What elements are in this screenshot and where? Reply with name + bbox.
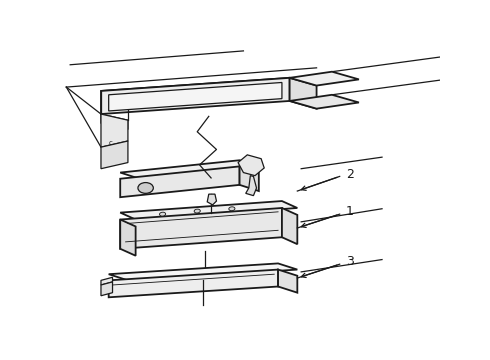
Polygon shape <box>101 141 128 169</box>
Polygon shape <box>109 264 297 280</box>
Text: c: c <box>108 140 112 146</box>
Polygon shape <box>120 166 240 197</box>
Polygon shape <box>101 78 290 114</box>
Text: 3: 3 <box>346 255 354 268</box>
Ellipse shape <box>194 209 200 213</box>
Text: 2: 2 <box>346 168 354 181</box>
Polygon shape <box>290 78 317 109</box>
Polygon shape <box>101 282 113 296</box>
Polygon shape <box>109 82 282 111</box>
Polygon shape <box>101 277 113 285</box>
Ellipse shape <box>229 207 235 211</box>
Polygon shape <box>207 194 217 205</box>
Polygon shape <box>109 270 278 297</box>
Polygon shape <box>120 220 136 256</box>
Polygon shape <box>120 201 297 220</box>
Polygon shape <box>101 114 128 130</box>
Polygon shape <box>238 155 264 176</box>
Ellipse shape <box>138 183 153 193</box>
Polygon shape <box>290 72 359 86</box>
Ellipse shape <box>160 212 166 216</box>
Polygon shape <box>282 208 297 244</box>
Polygon shape <box>290 95 359 109</box>
Polygon shape <box>120 160 259 179</box>
Polygon shape <box>101 114 128 147</box>
Polygon shape <box>101 78 317 99</box>
Polygon shape <box>240 166 259 191</box>
Polygon shape <box>245 176 257 195</box>
Polygon shape <box>278 270 297 293</box>
Polygon shape <box>120 208 282 249</box>
Text: 1: 1 <box>346 205 354 218</box>
